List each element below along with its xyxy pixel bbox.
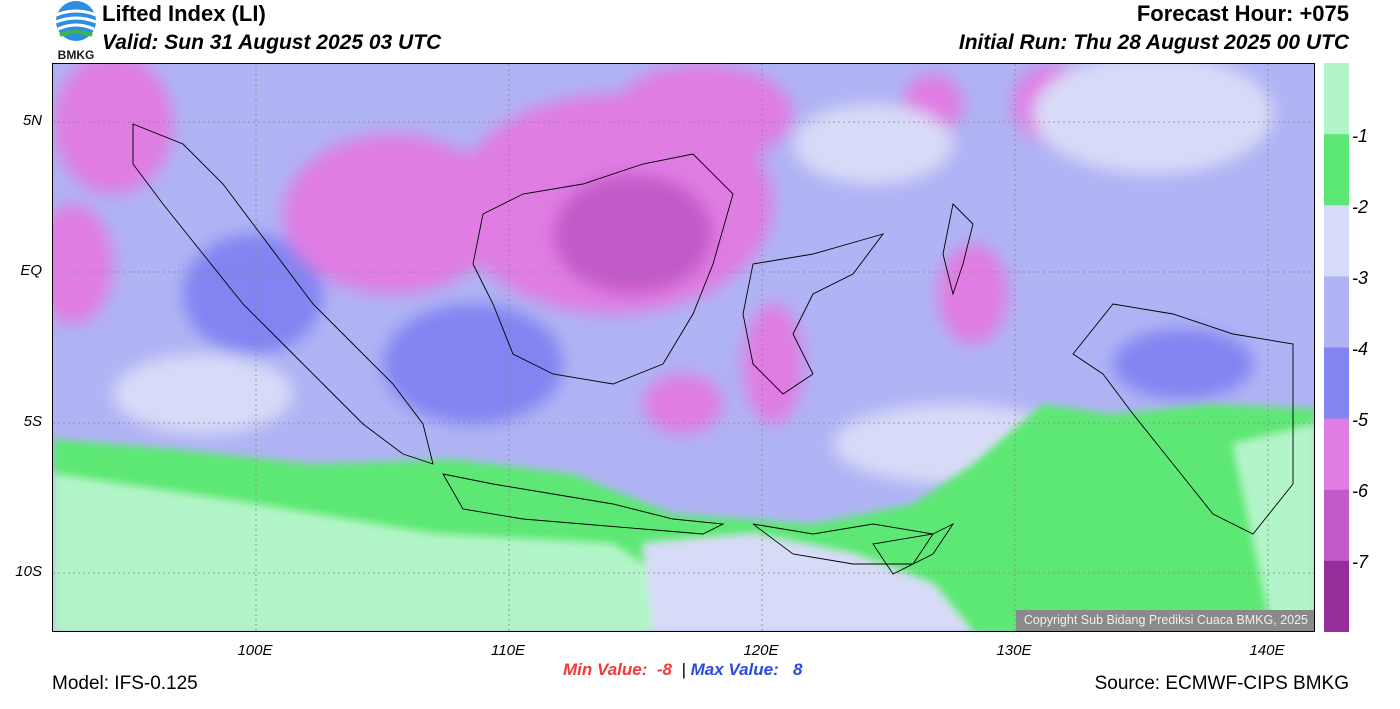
- lat-label-10s: 10S: [15, 563, 42, 580]
- lon-label-100e: 100E: [237, 642, 273, 659]
- logo-text: BMKG: [58, 48, 95, 61]
- copyright-notice: Copyright Sub Bidang Prediksi Cuaca BMKG…: [1015, 610, 1314, 631]
- chart-title: Lifted Index (LI): [102, 1, 266, 26]
- max-value-label: Max Value:: [690, 660, 779, 679]
- colorbar-segment: [1324, 489, 1349, 562]
- valid-time: Valid: Sun 31 August 2025 03 UTC: [102, 31, 442, 54]
- colorbar-label-5: -5: [1352, 410, 1369, 430]
- initial-run: Initial Run: Thu 28 August 2025 00 UTC: [958, 31, 1349, 54]
- model-label: Model: IFS-0.125: [52, 673, 198, 694]
- colorbar-segment: [1324, 560, 1349, 633]
- min-max-separator: |: [681, 660, 686, 679]
- colorbar-segment: [1324, 276, 1349, 348]
- lon-label-120e: 120E: [743, 642, 779, 659]
- lat-label-eq: EQ: [20, 262, 42, 279]
- min-value: -8: [656, 660, 672, 679]
- min-max-values: Min Value: -8 | Max Value: 8: [563, 660, 802, 680]
- colorbar-segment: [1324, 418, 1349, 491]
- colorbar-label-3: -3: [1352, 268, 1369, 288]
- colorbar-label-4: -4: [1352, 339, 1369, 359]
- max-value: 8: [792, 660, 803, 679]
- lat-label-5s: 5S: [23, 413, 42, 430]
- colorbar-segment: [1324, 63, 1349, 135]
- colorbar-label-6: -6: [1352, 481, 1369, 501]
- colorbar-label-2: -2: [1352, 197, 1369, 217]
- lon-label-130e: 130E: [996, 642, 1032, 659]
- lifted-index-map: Copyright Sub Bidang Prediksi Cuaca BMKG…: [52, 63, 1315, 632]
- colorbar-label-7: -7: [1352, 552, 1369, 572]
- lat-label-5n: 5N: [22, 112, 42, 129]
- colorbar-segment: [1324, 347, 1349, 420]
- colorbar-label-1: -1: [1352, 126, 1369, 146]
- colorbar: [1324, 63, 1349, 633]
- forecast-hour: Forecast Hour: +075: [1136, 1, 1349, 26]
- colorbar-segment: [1324, 205, 1349, 277]
- source-label: Source: ECMWF-CIPS BMKG: [1094, 673, 1349, 694]
- colorbar-segment: [1324, 134, 1349, 206]
- min-value-label: Min Value:: [563, 660, 648, 679]
- lon-label-140e: 140E: [1249, 642, 1285, 659]
- lon-label-110e: 110E: [491, 642, 525, 659]
- bmkg-logo: BMKG: [52, 1, 100, 62]
